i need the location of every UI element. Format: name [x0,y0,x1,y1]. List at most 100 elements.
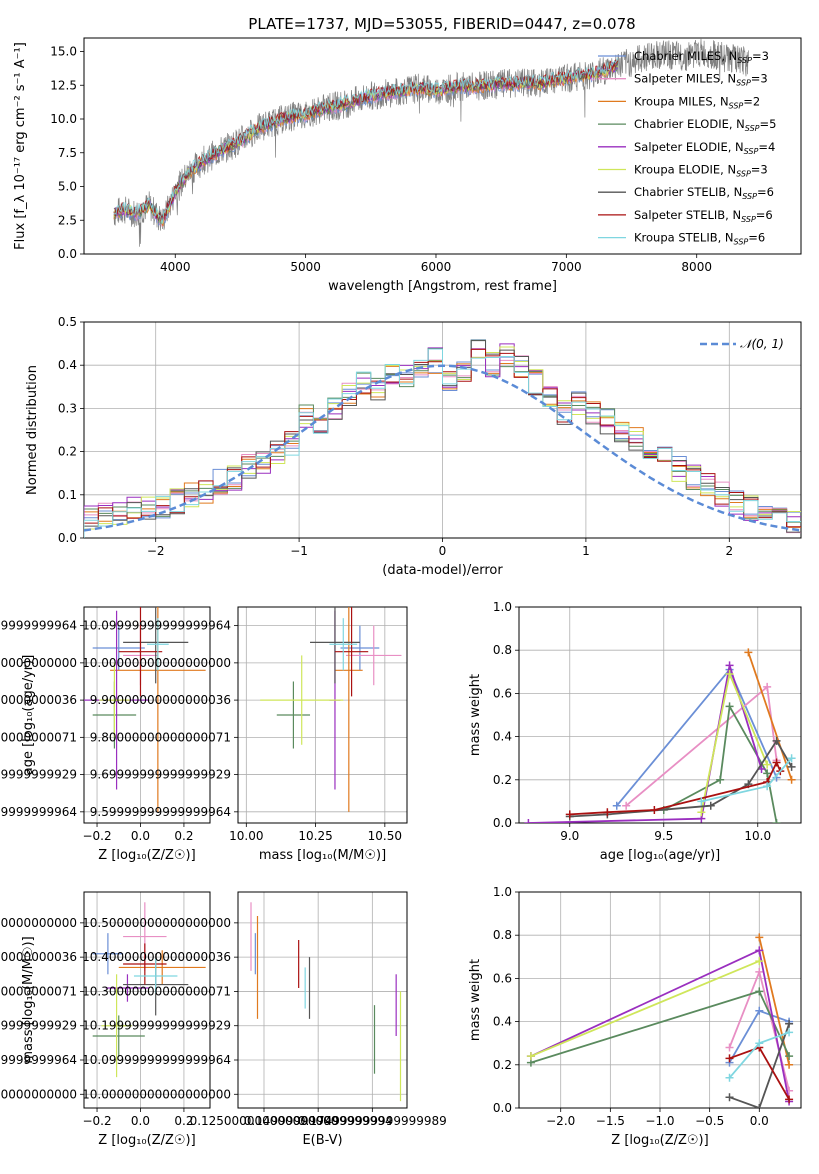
x-tick-label: 10.25 [298,829,332,843]
mass-weight-marker [706,801,715,810]
mass-weight-marker [785,1052,794,1061]
mass-weight-marker [772,819,781,823]
plot-area [526,933,794,1108]
legend-label-suffix: =3 [751,72,768,86]
y-tick-label: 0.2 [58,445,77,459]
x-tick-label: 2 [725,544,733,558]
axes-frame [237,606,408,824]
model-spectrum-line [113,57,619,224]
mass-weight-marker [755,987,764,996]
mass-weight-marker [612,801,621,810]
y-tick-label: 10.00000000000000000 [0,656,77,670]
y-tick-label: 10.09999999999999964 [82,619,231,633]
y-tick-label: 0.2 [493,1058,512,1072]
y-tick-label: 9.90000000000000036 [90,693,231,707]
x-tick-label: 0.0 [750,1114,769,1128]
mass-weight-marker [787,754,796,763]
legend-label-prefix: Kroupa STELIB, N [634,231,734,245]
residual-panel: −2 −1 0 1 2 0.0 0.1 0.2 0.3 0.4 0.5 (data-model)/er… [25,315,802,578]
x-tick-label: 10.50 [368,829,402,843]
y-tick-label: 10.40000000000000036 [82,950,231,964]
age-vs-mass-panel: 10.00 10.25 10.50 9.59999999999999964 9.6999… [82,606,408,863]
spectrum-panel: 4000 5000 6000 7000 8000 0.0 2.5 5.0 7.5 10.0 12.5… [13,37,802,294]
x-tick-label: 1 [582,544,590,558]
x-tick-label: −0.5 [695,1114,724,1128]
x-tick-label: 0.2 [174,829,193,843]
x-tick-label: 0 [439,544,447,558]
x-tick-label: 0.2 [174,1114,193,1128]
y-axis-label: mass weight [468,959,483,1041]
legend-label-suffix: =3 [751,163,768,177]
mass-weight-marker [697,797,706,806]
age-vs-Z-panel: −0.2 0.0 0.2 9.59999999999999964 9.699999999… [0,606,211,863]
legend-label-suffix: =5 [760,117,777,131]
legend-label-suffix: =6 [757,185,774,199]
legend-label: Chabrier MILES, NSSP=3 [634,49,769,65]
mass-weight-vs-age-panel: 9.0 9.5 10.0 0.0 0.2 0.4 0.6 0.8 1.0 age [log₁₀(a… [468,600,802,863]
mass-weight-marker [603,808,612,817]
legend-label-prefix: Salpeter ELODIE, N [634,140,744,154]
axes-frame [83,321,802,539]
mass-weight-marker [755,967,764,976]
residual-legend: 𝒩(0, 1) [700,337,784,351]
y-axis-label: age [log₁₀(age/yr)] [21,655,36,776]
x-tick-label: −1.5 [596,1114,625,1128]
axes-frame [83,37,802,255]
y-tick-label: 10.00000000000000000 [0,1087,77,1101]
x-tick-label: 4000 [160,260,191,274]
mass-weight-marker [755,946,764,955]
legend-label-prefix: Chabrier ELODIE, N [634,117,745,131]
mass-weight-marker [785,1019,794,1028]
mass-weight-line [569,739,793,818]
mass-weight-marker [755,1039,764,1048]
x-axis-label: age [log₁₀(age/yr)] [600,848,721,863]
y-tick-label: 9.69999999999999929 [90,768,231,782]
y-tick-label: 0.4 [493,1015,512,1029]
normal-distribution-curve [84,364,801,532]
mass-weight-marker [725,1093,734,1102]
y-tick-label: 1.0 [493,885,512,899]
legend-label-subscript: SSP [745,124,760,133]
y-tick-label: 0.0 [58,247,77,261]
y-tick-label: 10.30000000000000071 [0,984,77,998]
legend-label-prefix: Salpeter STELIB, N [634,208,741,222]
y-tick-label: 1.0 [493,600,512,614]
legend-label-prefix: Kroupa ELODIE, N [634,163,736,177]
legend-label-subscript: SSP [729,101,744,110]
legend-label: Kroupa ELODIE, NSSP=3 [634,163,768,179]
legend-label-suffix: =2 [743,94,760,108]
mass-weight-marker [763,769,772,778]
y-tick-label: 7.5 [58,146,77,160]
x-axis-label: E(B-V) [302,1133,342,1148]
y-tick-label: 0.0 [58,531,77,545]
plot-area [92,902,206,1078]
legend-label-subscript: SSP [736,170,751,179]
legend-label-subscript: SSP [736,79,751,88]
legend-label: Kroupa MILES, NSSP=2 [634,94,760,110]
mass-weight-marker [755,1104,764,1108]
mass-weight-marker [755,933,764,942]
mass-weight-marker [755,1006,764,1015]
mass-weight-line [747,652,793,781]
y-tick-label: 12.5 [50,78,77,92]
mass-weight-marker [725,1054,734,1063]
plot-area [260,607,402,812]
y-tick-label: 0.6 [493,686,512,700]
mass-weight-marker [725,1073,734,1082]
y-tick-label: 9.90000000000000036 [0,693,77,707]
mass-weight-marker [787,762,796,771]
y-axis-label: mass weight [468,674,483,756]
y-tick-label: 10.19999999999999929 [0,1019,77,1033]
mass-weight-vs-Z-panel: −2.0 −1.5 −1.0 −0.5 0.0 0.0 0.2 0.4 0.6 0.8 1.0 Z [… [468,885,802,1148]
y-tick-label: 10.50000000000000000 [0,916,77,930]
mass-weight-marker [725,661,734,670]
mass-weight-marker [763,760,772,769]
mass-weight-marker [622,801,631,810]
legend-label-suffix: =3 [752,49,769,63]
y-tick-label: 9.59999999999999964 [90,805,231,819]
plot-area [84,339,801,538]
y-tick-label: 0.5 [58,315,77,329]
mass-vs-Z-panel: −0.2 0.0 0.2 10.00000000000000000 10.0999999… [0,891,211,1148]
mass-weight-marker [763,782,772,791]
